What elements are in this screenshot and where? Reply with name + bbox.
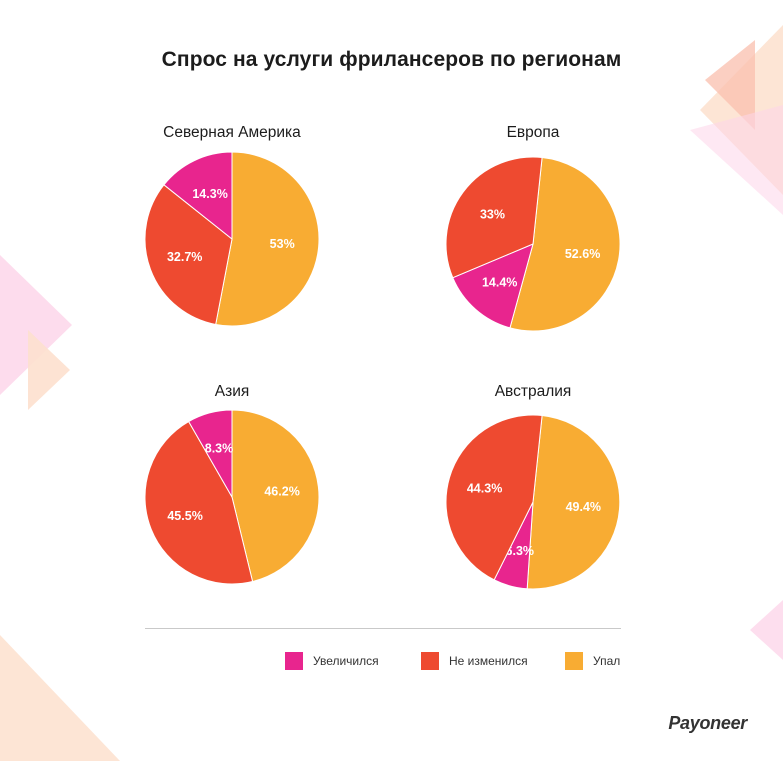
payoneer-logo: Payoneer (668, 713, 747, 733)
pie-slice-europe-unchanged (445, 156, 543, 279)
pie-slice-asia-unchanged (144, 420, 254, 585)
pie-label-australia-unchanged: 44.3% (467, 481, 502, 495)
pie-asia: 46.2% 45.5% 8.3% (144, 409, 320, 585)
pie-label-australia-decreased: 49.4% (566, 500, 601, 514)
legend-item-unchanged: Не изменился (421, 651, 528, 671)
legend-label-decreased: Упал (593, 654, 621, 668)
legend-item-decreased: Упал (565, 651, 620, 671)
pie-slice-asia-decreased (231, 409, 320, 583)
legend-swatch-unchanged (421, 652, 439, 670)
pie-title-asia: Азия (214, 383, 250, 400)
pie-label-australia-increased: 6.3% (506, 544, 535, 558)
pie-label-north-america-unchanged: 32.7% (167, 250, 202, 264)
legend-label-unchanged: Не изменился (449, 654, 528, 668)
pie-europe: 52.6% 14.4% 33% (445, 156, 621, 332)
pie-slice-europe-increased (452, 243, 534, 329)
legend-item-increased: Увеличился (285, 651, 379, 671)
legend-swatch-increased (285, 652, 303, 670)
pie-title-europe: Европа (506, 124, 560, 141)
legend-divider (145, 628, 621, 629)
pie-label-asia-decreased: 46.2% (264, 485, 299, 499)
pie-title-australia: Австралия (494, 383, 572, 400)
pie-slice-north-america-unchanged (144, 184, 233, 326)
pie-label-europe-increased: 14.4% (482, 275, 517, 289)
pie-australia: 49.4% 6.3% 44.3% (445, 414, 621, 590)
pie-slice-asia-increased (187, 409, 233, 499)
legend-label-increased: Увеличился (313, 654, 379, 668)
pie-label-north-america-increased: 14.3% (192, 187, 227, 201)
pie-slice-north-america-increased (163, 151, 233, 241)
pie-slice-australia-unchanged (445, 414, 543, 581)
pie-slice-north-america-decreased (215, 151, 320, 327)
pie-label-asia-unchanged: 45.5% (167, 509, 202, 523)
pie-label-north-america-decreased: 53% (270, 237, 295, 251)
pie-label-europe-decreased: 52.6% (565, 247, 600, 261)
chart-title: Спрос на услуги фрилансеров по регионам (161, 48, 622, 71)
pie-label-europe-unchanged: 33% (480, 207, 505, 221)
legend-swatch-decreased (565, 652, 583, 670)
pie-slice-australia-decreased (526, 414, 621, 590)
pie-title-north-america: Северная Америка (163, 124, 301, 141)
pie-north-america: 53% 32.7% 14.3% (144, 151, 320, 327)
pie-slice-europe-decreased (509, 156, 621, 332)
pie-label-asia-increased: 8.3% (205, 442, 234, 456)
